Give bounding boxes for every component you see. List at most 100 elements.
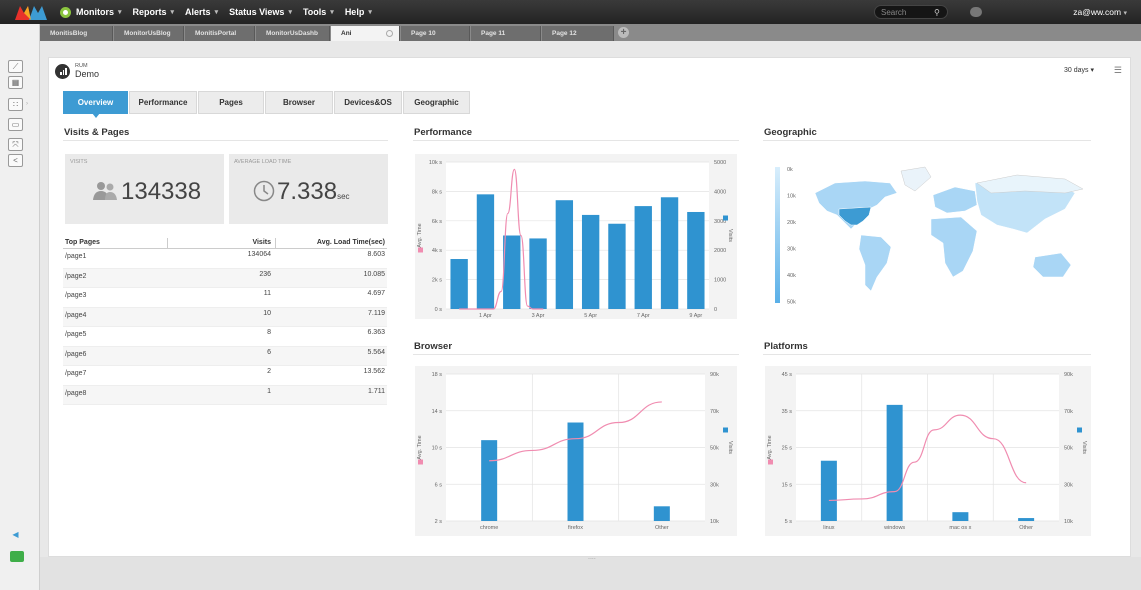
tab-monitorusdashb[interactable]: MonitorUsDashb	[256, 26, 330, 41]
y-tick-label: 10 s	[432, 446, 443, 452]
tab-label: Pages	[219, 98, 243, 107]
tab-pages[interactable]: Pages	[198, 91, 264, 114]
y2-axis-label: Visits	[727, 441, 733, 454]
chevron-down-icon: ▾	[1123, 10, 1127, 17]
bar	[581, 214, 600, 309]
monitor-icon	[60, 6, 71, 18]
column-header-page[interactable]: Top Pages	[65, 239, 100, 246]
bottom-strip	[40, 557, 1141, 590]
y2-tick-label: 10k	[710, 519, 719, 525]
bar	[653, 506, 670, 521]
menu-monitors[interactable]: Monitors ▾	[60, 6, 122, 18]
y2-axis-legend-swatch	[1077, 427, 1082, 433]
report-tabs: Overview Performance Pages Browser Devic…	[63, 91, 471, 118]
menu-reports[interactable]: Reports ▾	[133, 7, 175, 17]
y-axis-label: Avg. Time	[417, 435, 423, 459]
africa-shape[interactable]	[930, 216, 978, 278]
bar	[555, 200, 574, 309]
tab-overview[interactable]: Overview	[63, 91, 128, 118]
page-cell: /page6	[65, 350, 87, 358]
menu-label: Alerts	[185, 7, 211, 17]
list-icon[interactable]: ☰	[1113, 65, 1122, 75]
table-row[interactable]: /page2 236 10.085	[63, 268, 387, 288]
table-row[interactable]: /page5 8 6.363	[63, 327, 387, 347]
australia-shape[interactable]	[1032, 252, 1072, 278]
share-icon[interactable]: <	[8, 154, 23, 167]
tab-monitorusblog[interactable]: MonitorUsBlog	[114, 26, 184, 41]
bar	[567, 422, 584, 521]
tab-page-10[interactable]: Page 10	[401, 26, 470, 41]
europe-shape[interactable]	[932, 186, 978, 214]
chevron-down-icon: ▾	[330, 9, 334, 16]
search-icon[interactable]: ⚲	[934, 8, 940, 17]
map-legend-label: 50k	[787, 300, 796, 306]
wifi-icon[interactable]	[10, 551, 24, 562]
add-tab-button[interactable]: +	[618, 27, 629, 38]
south-america-shape[interactable]	[858, 234, 892, 292]
menu-status-views[interactable]: Status Views ▾	[229, 7, 292, 17]
column-header-visits[interactable]: Visits	[252, 239, 271, 246]
user-menu[interactable]: za@ww.com ▾	[1073, 7, 1127, 17]
dashboard-content: RUM Demo 30 days ▾ ☰ Overview Performanc…	[48, 57, 1131, 557]
users-icon	[93, 182, 117, 200]
y-tick-label: 6k s	[432, 219, 442, 225]
app-logo[interactable]	[14, 4, 48, 21]
tab-geographic[interactable]: Geographic	[403, 91, 470, 114]
window-icon[interactable]: ▭	[8, 118, 23, 131]
section-divider	[763, 354, 1091, 355]
menu-help[interactable]: Help ▾	[345, 7, 372, 17]
tab-monitisblog[interactable]: MonitisBlog	[40, 26, 113, 41]
tab-browser[interactable]: Browser	[265, 91, 333, 114]
rum-logo	[55, 64, 70, 79]
table-row[interactable]: /page8 1 1.711	[63, 385, 387, 405]
tab-page-11[interactable]: Page 11	[471, 26, 541, 41]
tab-page-12[interactable]: Page 12	[542, 26, 614, 41]
y-tick-label: 10k s	[429, 160, 442, 166]
table-header: Top Pages Visits Avg. Load Time(sec)	[63, 238, 387, 249]
visits-cell: 2	[267, 368, 271, 375]
column-header-load-time[interactable]: Avg. Load Time(sec)	[316, 239, 385, 246]
visits-cell: 6	[267, 348, 271, 356]
grid-icon[interactable]: ∷	[8, 98, 23, 111]
platforms-title: Platforms	[764, 341, 808, 352]
tab-devices-os[interactable]: Devices&OS	[334, 91, 402, 114]
y2-tick-label: 50k	[710, 446, 719, 452]
table-row[interactable]: /page1 134064 8.603	[63, 249, 387, 269]
y2-axis-label: Visits	[1081, 441, 1087, 454]
world-map[interactable]: 0k 10k 20k 30k 40k 50k	[765, 153, 1091, 316]
date-range-select[interactable]: 30 days ▾	[1064, 66, 1094, 74]
russia-shape[interactable]	[976, 174, 1084, 194]
x-tick-label: 5 Apr	[584, 313, 597, 319]
search-input[interactable]	[881, 7, 931, 18]
tab-performance[interactable]: Performance	[129, 91, 197, 114]
kpi-label: AVERAGE LOAD TIME	[234, 159, 292, 165]
tab-ani[interactable]: Ani	[331, 26, 400, 41]
tab-label: Page 12	[552, 30, 577, 37]
resize-handle[interactable]: ....	[588, 554, 596, 561]
bar	[481, 440, 498, 521]
greenland-shape[interactable]	[900, 166, 932, 192]
expand-icon[interactable]: ⤧	[8, 138, 23, 151]
visits-cell: 8	[267, 329, 271, 336]
menu-alerts[interactable]: Alerts ▾	[185, 7, 218, 17]
page-cell: /page8	[65, 389, 87, 397]
tab-monitisportal[interactable]: MonitisPortal	[185, 26, 255, 41]
table-row[interactable]: /page7 2 13.562	[63, 366, 387, 386]
close-icon[interactable]	[386, 30, 393, 37]
megaphone-icon[interactable]: ◀	[12, 530, 19, 539]
notification-icon[interactable]	[970, 7, 982, 17]
y2-tick-label: 30k	[1064, 482, 1073, 488]
chart-tool-icon[interactable]: ⟋	[8, 60, 23, 73]
x-tick-label: 7 Apr	[637, 313, 650, 319]
usa-shape[interactable]	[838, 206, 872, 226]
table-row[interactable]: /page3 11 4.697	[63, 288, 387, 308]
table-row[interactable]: /page4 10 7.119	[63, 307, 387, 327]
y-tick-label: 35 s	[782, 409, 793, 415]
visits-pages-title: Visits & Pages	[64, 127, 130, 138]
y2-tick-label: 4000	[714, 189, 726, 195]
table-row[interactable]: /page6 6 5.564	[63, 346, 387, 366]
map-legend-bar	[775, 167, 780, 303]
menu-tools[interactable]: Tools ▾	[303, 7, 334, 17]
tab-label: MonitorUsDashb	[266, 30, 318, 37]
calendar-icon[interactable]: ▦	[8, 76, 23, 89]
